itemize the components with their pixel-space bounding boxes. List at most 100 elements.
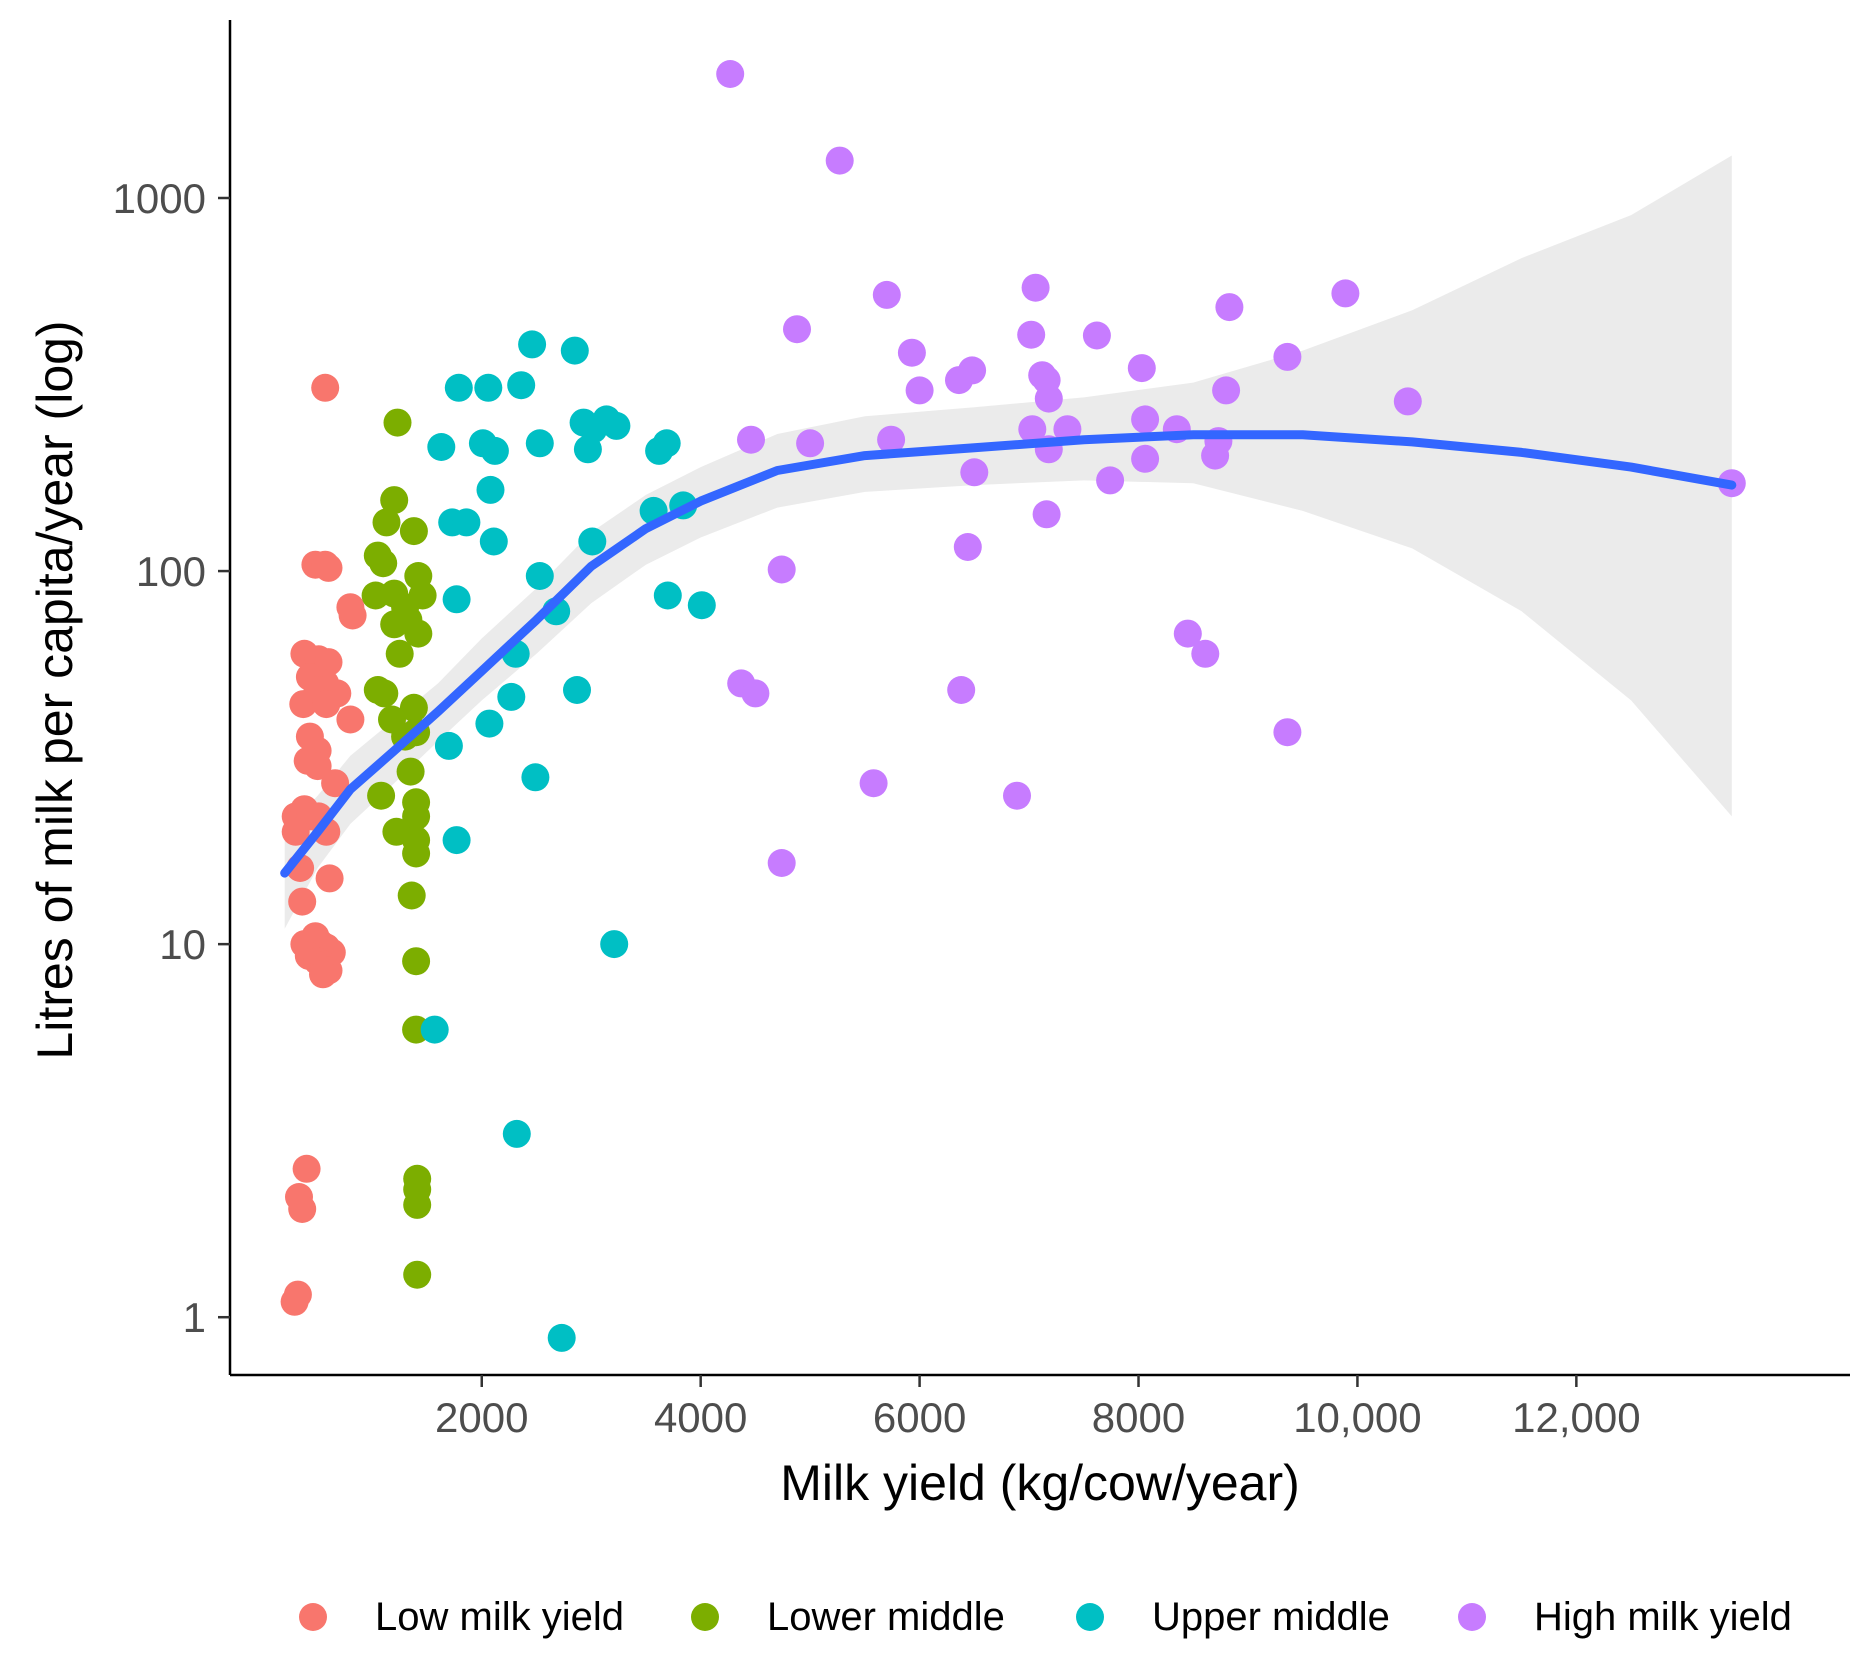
data-point [560,336,589,365]
data-point [563,676,591,704]
data-point [288,887,317,916]
data-point [1273,342,1302,371]
x-tick-label: 6000 [873,1394,966,1441]
data-point [502,1119,531,1148]
series-low-milk-yield [280,373,367,1316]
data-point [737,425,765,454]
legend-item: Low milk yield [299,1595,624,1639]
legend-label: Lower middle [767,1595,1005,1639]
data-point [877,425,906,454]
data-point [960,458,989,487]
legend-key [299,1603,327,1631]
legend-key [1076,1603,1104,1631]
data-point [947,676,976,704]
data-point [525,562,554,590]
data-point [380,610,409,639]
data-point [796,429,825,458]
data-point [314,553,343,582]
data-point [420,1015,449,1044]
data-point [1082,321,1111,350]
data-point [402,839,431,868]
data-point [1032,500,1061,529]
data-point [402,802,431,831]
data-point [336,705,365,734]
legend-key [691,1603,719,1631]
series-lower-middle [361,408,437,1289]
data-point [476,475,505,504]
y-axis-title: Litres of milk per capita/year (log) [27,320,83,1059]
y-tick-label: 10 [159,921,206,968]
data-point [321,769,350,798]
data-point [1017,320,1046,349]
data-point [399,517,428,546]
data-point [1096,466,1125,495]
data-point [767,555,796,584]
data-point [600,930,629,959]
legend-label: Upper middle [1152,1595,1390,1639]
data-point [497,682,526,711]
data-point [403,1190,432,1219]
data-point [1215,293,1244,322]
data-point [1201,441,1230,470]
data-point [442,585,471,614]
x-tick-label: 12,000 [1512,1394,1640,1441]
legend-item: Upper middle [1076,1595,1390,1639]
data-point [1191,639,1220,668]
data-point [687,591,716,620]
data-point [1018,415,1047,444]
data-point [380,486,409,515]
data-point [372,508,401,537]
data-point [444,373,473,402]
data-point [452,508,481,537]
x-tick-label: 2000 [435,1394,528,1441]
data-point [369,549,398,578]
data-point [521,763,550,792]
legend-item: Lower middle [691,1595,1005,1639]
data-point [479,527,508,556]
data-point [716,60,745,88]
data-points-layer [280,60,1746,1352]
data-point [312,690,341,719]
data-point [507,371,536,400]
loess-line [280,430,1737,878]
data-point [281,817,310,846]
data-point [1273,718,1302,747]
data-point [396,757,425,786]
data-point [475,709,504,738]
data-point [825,146,854,175]
data-point [292,1154,321,1183]
data-point [1212,376,1241,405]
data-point [859,769,888,798]
data-point [905,376,934,405]
axes: 2000 4000 6000 8000 10,000 12,000 1 10 100 1000 [113,20,1850,1441]
data-point [309,960,337,989]
data-point [280,1287,309,1316]
data-point [427,433,456,461]
data-point [385,639,414,668]
confidence-band [284,155,1732,929]
data-point [397,881,426,910]
data-point [602,411,631,440]
x-tick-label: 10,000 [1293,1394,1421,1441]
x-tick-label: 4000 [654,1394,747,1441]
data-point [741,679,770,708]
x-axis-title: Milk yield (kg/cow/year) [780,1455,1300,1511]
data-point [474,373,503,402]
legend-label: Low milk yield [375,1595,624,1639]
data-point [945,366,973,395]
data-point [573,435,602,464]
data-point [1021,273,1050,302]
data-point [288,1195,317,1223]
data-point [783,315,811,344]
data-point [897,338,926,367]
data-point [383,408,412,437]
data-point [578,527,607,556]
y-tick-label: 1000 [113,175,206,222]
data-point [402,947,431,976]
data-point [336,593,365,622]
data-point [872,280,901,309]
data-point [367,781,396,810]
data-point [442,826,471,855]
